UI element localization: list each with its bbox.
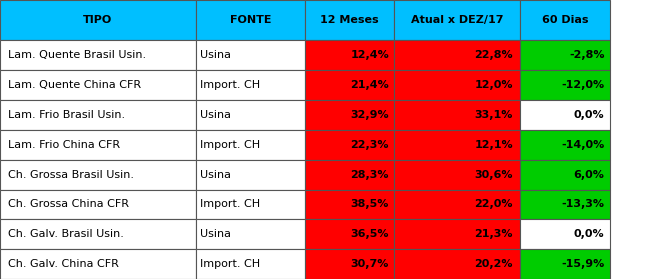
Text: 12 Meses: 12 Meses: [320, 15, 379, 25]
Text: 21,4%: 21,4%: [350, 80, 389, 90]
Bar: [0, 130, 196, 160]
Text: 38,5%: 38,5%: [351, 199, 389, 210]
Bar: [0, 0, 196, 40]
Text: Import. CH: Import. CH: [200, 199, 260, 210]
Bar: [0, 100, 196, 130]
Text: Usina: Usina: [200, 170, 231, 180]
Text: 30,7%: 30,7%: [351, 259, 389, 269]
Text: Atual x DEZ/17: Atual x DEZ/17: [411, 15, 504, 25]
Bar: [520, 70, 610, 100]
Text: Import. CH: Import. CH: [200, 80, 260, 90]
Bar: [305, 100, 394, 130]
Text: 32,9%: 32,9%: [351, 110, 389, 120]
Text: 22,8%: 22,8%: [474, 50, 513, 60]
Text: 0,0%: 0,0%: [574, 110, 605, 120]
Text: 33,1%: 33,1%: [475, 110, 513, 120]
Bar: [394, 160, 520, 189]
Bar: [305, 40, 394, 70]
Bar: [520, 189, 610, 219]
Bar: [305, 130, 394, 160]
Text: 12,4%: 12,4%: [350, 50, 389, 60]
Bar: [520, 160, 610, 189]
Bar: [394, 189, 520, 219]
Text: 0,0%: 0,0%: [574, 229, 605, 239]
Text: 21,3%: 21,3%: [475, 229, 513, 239]
Bar: [394, 219, 520, 249]
Bar: [0, 70, 196, 100]
Bar: [305, 249, 394, 279]
Text: -2,8%: -2,8%: [569, 50, 605, 60]
Text: 12,0%: 12,0%: [475, 80, 513, 90]
Text: Lam. Frio China CFR: Lam. Frio China CFR: [8, 140, 120, 150]
Bar: [305, 160, 394, 189]
Bar: [520, 40, 610, 70]
Text: Ch. Galv. Brasil Usin.: Ch. Galv. Brasil Usin.: [8, 229, 124, 239]
Bar: [394, 249, 520, 279]
Bar: [196, 189, 305, 219]
Bar: [394, 130, 520, 160]
Text: 6,0%: 6,0%: [573, 170, 605, 180]
Bar: [0, 189, 196, 219]
Bar: [305, 219, 394, 249]
Text: Usina: Usina: [200, 110, 231, 120]
Text: 22,0%: 22,0%: [475, 199, 513, 210]
Bar: [196, 100, 305, 130]
Bar: [520, 130, 610, 160]
Text: Ch. Galv. China CFR: Ch. Galv. China CFR: [8, 259, 119, 269]
Bar: [196, 219, 305, 249]
Bar: [394, 70, 520, 100]
Bar: [394, 100, 520, 130]
Text: 30,6%: 30,6%: [475, 170, 513, 180]
Text: Ch. Grossa China CFR: Ch. Grossa China CFR: [8, 199, 129, 210]
Bar: [305, 189, 394, 219]
Text: Import. CH: Import. CH: [200, 140, 260, 150]
Bar: [196, 160, 305, 189]
Text: Ch. Grossa Brasil Usin.: Ch. Grossa Brasil Usin.: [8, 170, 134, 180]
Text: Lam. Quente Brasil Usin.: Lam. Quente Brasil Usin.: [8, 50, 146, 60]
Bar: [520, 249, 610, 279]
Text: Lam. Frio Brasil Usin.: Lam. Frio Brasil Usin.: [8, 110, 125, 120]
Text: Usina: Usina: [200, 50, 231, 60]
Bar: [305, 0, 394, 40]
Bar: [196, 0, 305, 40]
Text: 20,2%: 20,2%: [475, 259, 513, 269]
Text: TIPO: TIPO: [83, 15, 113, 25]
Text: -13,3%: -13,3%: [562, 199, 605, 210]
Text: FONTE: FONTE: [229, 15, 271, 25]
Text: 60 Dias: 60 Dias: [542, 15, 589, 25]
Text: 22,3%: 22,3%: [351, 140, 389, 150]
Text: Import. CH: Import. CH: [200, 259, 260, 269]
Text: -12,0%: -12,0%: [562, 80, 605, 90]
Bar: [0, 160, 196, 189]
Bar: [520, 219, 610, 249]
Text: 28,3%: 28,3%: [351, 170, 389, 180]
Bar: [394, 40, 520, 70]
Bar: [520, 100, 610, 130]
Text: Usina: Usina: [200, 229, 231, 239]
Bar: [520, 0, 610, 40]
Text: 12,1%: 12,1%: [474, 140, 513, 150]
Bar: [196, 70, 305, 100]
Bar: [305, 70, 394, 100]
Bar: [0, 249, 196, 279]
Text: -14,0%: -14,0%: [562, 140, 605, 150]
Bar: [0, 219, 196, 249]
Text: 36,5%: 36,5%: [351, 229, 389, 239]
Bar: [196, 249, 305, 279]
Bar: [0, 40, 196, 70]
Text: -15,9%: -15,9%: [562, 259, 605, 269]
Bar: [196, 40, 305, 70]
Bar: [196, 130, 305, 160]
Text: Lam. Quente China CFR: Lam. Quente China CFR: [8, 80, 141, 90]
Bar: [394, 0, 520, 40]
